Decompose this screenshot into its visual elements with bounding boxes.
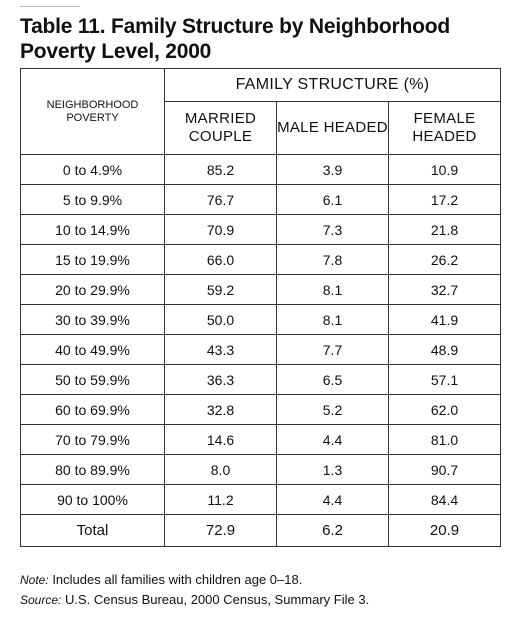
total-row: Total 72.9 6.2 20.9 [20, 514, 502, 547]
top-rule [20, 6, 80, 7]
group-header: FAMILY STRUCTURE (%) [163, 68, 502, 102]
male-headed-cell: 4.4 [276, 484, 389, 515]
male-headed-cell: 7.3 [276, 214, 389, 245]
married-couple-cell: 70.9 [164, 214, 277, 245]
married-couple-cell: 76.7 [164, 184, 277, 215]
family-structure-table: NEIGHBORHOOD POVERTY FAMILY STRUCTURE (%… [20, 68, 502, 547]
row-label: 60 to 69.9% [20, 394, 165, 425]
female-headed-cell: 41.9 [387, 304, 502, 335]
table-row: 40 to 49.9% 43.3 7.7 48.9 [20, 334, 502, 365]
table-body: 0 to 4.9% 85.2 3.9 10.9 5 to 9.9% 76.7 6.1 17.2… [20, 154, 502, 547]
married-couple-cell: 59.2 [164, 274, 277, 305]
male-headed-cell: 7.7 [276, 334, 389, 365]
married-couple-cell: 36.3 [164, 364, 277, 395]
table-row: 60 to 69.9% 32.8 5.2 62.0 [20, 394, 502, 425]
male-headed-cell: 7.8 [276, 244, 389, 275]
table-row: 70 to 79.9% 14.6 4.4 81.0 [20, 424, 502, 455]
column-header-male: MALE HEADED [276, 101, 389, 155]
female-headed-cell: 90.7 [387, 454, 502, 485]
married-couple-cell: 85.2 [164, 154, 277, 185]
note-text: Includes all families with children age … [52, 572, 303, 587]
married-couple-cell: 72.9 [164, 514, 277, 547]
row-label: 50 to 59.9% [20, 364, 165, 395]
male-headed-cell: 5.2 [276, 394, 389, 425]
female-headed-cell: 17.2 [387, 184, 502, 215]
married-couple-cell: 14.6 [164, 424, 277, 455]
female-headed-cell: 57.1 [387, 364, 502, 395]
source-text: U.S. Census Bureau, 2000 Census, Summary… [64, 592, 370, 607]
married-couple-cell: 8.0 [164, 454, 277, 485]
married-couple-cell: 43.3 [164, 334, 277, 365]
table-row: 0 to 4.9% 85.2 3.9 10.9 [20, 154, 502, 185]
female-headed-cell: 10.9 [387, 154, 502, 185]
table-row: 80 to 89.9% 8.0 1.3 90.7 [20, 454, 502, 485]
table-row: 20 to 29.9% 59.2 8.1 32.7 [20, 274, 502, 305]
female-headed-cell: 21.8 [387, 214, 502, 245]
male-headed-cell: 6.1 [276, 184, 389, 215]
female-headed-cell: 32.7 [387, 274, 502, 305]
male-headed-cell: 8.1 [276, 304, 389, 335]
row-label: 30 to 39.9% [20, 304, 165, 335]
male-headed-cell: 4.4 [276, 424, 389, 455]
male-headed-cell: 1.3 [276, 454, 389, 485]
table-row: 50 to 59.9% 36.3 6.5 57.1 [20, 364, 502, 395]
married-couple-cell: 11.2 [164, 484, 277, 515]
row-label: 90 to 100% [20, 484, 165, 515]
married-couple-cell: 50.0 [164, 304, 277, 335]
note-line: Note: Includes all families with childre… [20, 570, 369, 590]
female-headed-cell: 20.9 [387, 514, 502, 547]
male-headed-cell: 6.5 [276, 364, 389, 395]
row-header: NEIGHBORHOOD POVERTY [20, 68, 165, 155]
female-headed-cell: 48.9 [387, 334, 502, 365]
row-label: 70 to 79.9% [20, 424, 165, 455]
female-headed-cell: 26.2 [387, 244, 502, 275]
notes: Note: Includes all families with childre… [20, 570, 369, 610]
row-label: 15 to 19.9% [20, 244, 165, 275]
table-row: 10 to 14.9% 70.9 7.3 21.8 [20, 214, 502, 245]
row-label: 0 to 4.9% [20, 154, 165, 185]
table-row: 15 to 19.9% 66.0 7.8 26.2 [20, 244, 502, 275]
female-headed-cell: 81.0 [387, 424, 502, 455]
row-label: 80 to 89.9% [20, 454, 165, 485]
table-title: Table 11. Family Structure by Neighborho… [20, 15, 450, 63]
row-label: 20 to 29.9% [20, 274, 165, 305]
source-label: Source: [20, 593, 62, 607]
row-label: 10 to 14.9% [20, 214, 165, 245]
married-couple-cell: 66.0 [164, 244, 277, 275]
column-header-married: MARRIED COUPLE [164, 101, 277, 155]
male-headed-cell: 3.9 [276, 154, 389, 185]
note-label: Note: [20, 573, 49, 587]
married-couple-cell: 32.8 [164, 394, 277, 425]
female-headed-cell: 84.4 [387, 484, 502, 515]
column-header-female: FEMALE HEADED [387, 101, 502, 155]
table-row: 30 to 39.9% 50.0 8.1 41.9 [20, 304, 502, 335]
female-headed-cell: 62.0 [387, 394, 502, 425]
row-label: 5 to 9.9% [20, 184, 165, 215]
row-label: Total [20, 514, 165, 547]
male-headed-cell: 8.1 [276, 274, 389, 305]
table-row: 90 to 100% 11.2 4.4 84.4 [20, 484, 502, 515]
row-label: 40 to 49.9% [20, 334, 165, 365]
source-line: Source: U.S. Census Bureau, 2000 Census,… [20, 590, 369, 610]
table-row: 5 to 9.9% 76.7 6.1 17.2 [20, 184, 502, 215]
male-headed-cell: 6.2 [276, 514, 389, 547]
